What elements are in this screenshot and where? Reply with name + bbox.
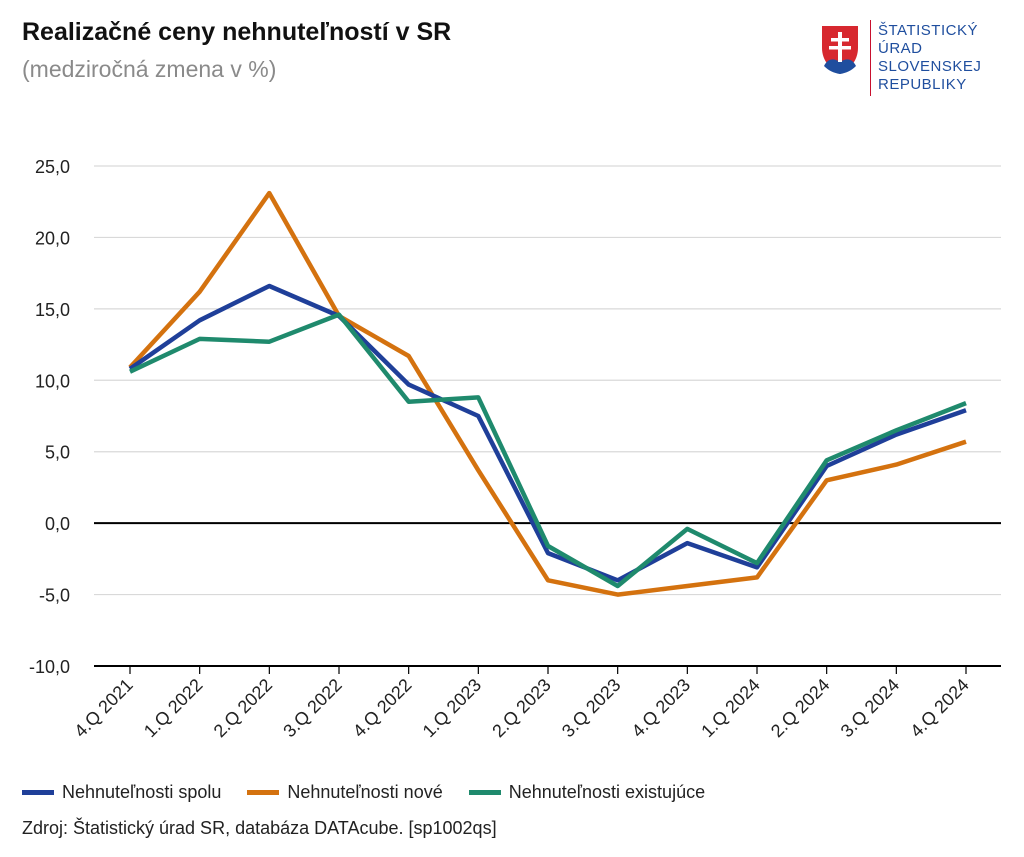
logo-text: ŠTATISTICKÝ ÚRAD SLOVENSKEJ REPUBLIKY bbox=[878, 22, 981, 94]
x-tick-label: 4.Q 2023 bbox=[628, 675, 695, 742]
x-tick-label: 3.Q 2023 bbox=[558, 675, 625, 742]
legend-swatch-existujuce bbox=[468, 790, 501, 795]
legend-swatch-spolu bbox=[22, 790, 54, 795]
chart-subtitle: (medziročná zmena v %) bbox=[22, 56, 277, 82]
series-line-existujuce bbox=[129, 312, 967, 589]
x-tick-label: 1.Q 2024 bbox=[697, 675, 764, 742]
chart-title: Realizačné ceny nehnuteľností v SR bbox=[22, 18, 452, 46]
legend-item-spolu: Nehnuteľnosti spolu bbox=[22, 782, 221, 803]
x-tick-label: 3.Q 2022 bbox=[279, 675, 346, 742]
y-tick-label: -5,0 bbox=[39, 586, 70, 606]
statistical-office-logo: ŠTATISTICKÝ ÚRAD SLOVENSKEJ REPUBLIKY bbox=[818, 20, 1008, 100]
x-tick-label: 2.Q 2022 bbox=[210, 675, 277, 742]
x-tick-label: 3.Q 2024 bbox=[837, 675, 904, 742]
x-tick-label: 1.Q 2022 bbox=[140, 675, 207, 742]
y-tick-label: 5,0 bbox=[45, 443, 70, 463]
series-line-spolu bbox=[128, 283, 967, 583]
x-tick-label: 2.Q 2023 bbox=[488, 675, 555, 742]
x-tick-label: 4.Q 2024 bbox=[906, 675, 973, 742]
series-line-nove bbox=[128, 190, 967, 597]
line-chart: 25,020,015,010,05,00,0-5,0-10,04.Q 2021 1… bbox=[29, 157, 1001, 742]
x-tick-label: 4.Q 2022 bbox=[349, 675, 416, 742]
y-tick-label: 20,0 bbox=[35, 228, 70, 248]
legend-item-existujuce: Nehnuteľnosti existujúce bbox=[468, 782, 706, 803]
legend-swatch-nove bbox=[247, 790, 280, 795]
logo-line-1: ŠTATISTICKÝ bbox=[878, 22, 978, 39]
slovak-coat-of-arms-icon bbox=[818, 22, 862, 78]
x-tick-label: 4.Q 2021 bbox=[70, 675, 137, 742]
y-tick-label: 0,0 bbox=[45, 514, 70, 534]
x-tick-label: 1.Q 2023 bbox=[419, 675, 486, 742]
chart-legend: Nehnuteľnosti spolu Nehnuteľnosti nové N… bbox=[22, 782, 705, 803]
y-tick-label: -10,0 bbox=[29, 657, 70, 677]
logo-line-2: ÚRAD bbox=[878, 40, 923, 57]
source-note: Zdroj: Štatistický úrad SR, databáza DAT… bbox=[22, 818, 497, 838]
y-tick-label: 25,0 bbox=[35, 157, 70, 177]
y-tick-label: 15,0 bbox=[35, 300, 70, 320]
legend-label-existujuce: Nehnuteľnosti existujúce bbox=[508, 782, 706, 802]
legend-item-nove: Nehnuteľnosti nové bbox=[247, 782, 443, 803]
legend-label-spolu: Nehnuteľnosti spolu bbox=[62, 782, 222, 802]
y-tick-label: 10,0 bbox=[35, 371, 70, 391]
logo-divider bbox=[870, 20, 871, 96]
x-tick-label: 2.Q 2024 bbox=[767, 675, 834, 742]
logo-line-4: REPUBLIKY bbox=[878, 76, 967, 93]
logo-line-3: SLOVENSKEJ bbox=[878, 58, 982, 75]
legend-label-nove: Nehnuteľnosti nové bbox=[287, 782, 443, 802]
